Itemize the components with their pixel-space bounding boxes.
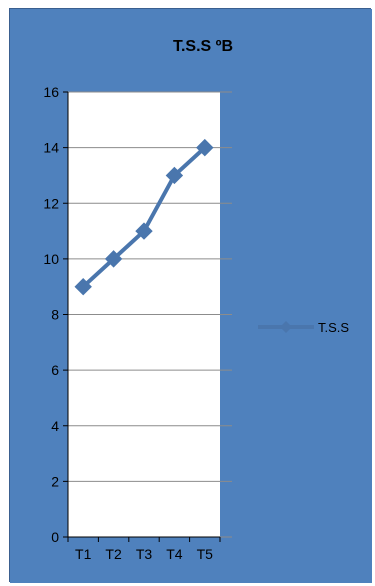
y-tick-label: 6 xyxy=(51,362,59,378)
data-point-marker xyxy=(165,166,184,185)
y-axis-ticks: 0 2 4 6 8 10 12 14 16 xyxy=(43,84,68,545)
data-point-marker xyxy=(135,222,153,240)
legend: T.S.S xyxy=(258,320,349,335)
x-tick-label: T1 xyxy=(75,546,92,562)
data-point-marker xyxy=(74,277,92,296)
x-tick-label: T4 xyxy=(166,546,183,562)
x-tick-label: T2 xyxy=(105,546,122,562)
x-tick-label: T5 xyxy=(197,546,214,562)
legend-marker xyxy=(280,321,292,333)
chart-title: T.S.S ºB xyxy=(173,38,233,55)
x-tick-label: T3 xyxy=(136,546,153,562)
y-tick-label: 16 xyxy=(43,84,59,100)
y-tick-label: 8 xyxy=(51,307,59,323)
x-axis-ticks: T1 T2 T3 T4 T5 xyxy=(67,537,221,562)
y-tick-label: 2 xyxy=(51,473,59,489)
legend-label: T.S.S xyxy=(318,320,349,335)
line-chart: T.S.S ºB 0 2 4 6 8 10 12 14 16 T1 T2 T3 T4 T5 T.S.S xyxy=(10,9,372,583)
y-tick-label: 14 xyxy=(43,140,59,156)
y-tick-label: 10 xyxy=(43,251,59,267)
y-tick-label: 12 xyxy=(43,195,59,211)
series-layer xyxy=(74,138,214,296)
axes xyxy=(67,92,220,538)
y-tick-label: 4 xyxy=(51,418,59,434)
chart-area: T.S.S ºB 0 2 4 6 8 10 12 14 16 T1 T2 T3 T4 T5 T.S.S xyxy=(9,8,372,583)
data-point-marker xyxy=(104,250,123,268)
y-tick-label: 0 xyxy=(51,529,59,545)
data-point-marker xyxy=(196,138,214,157)
